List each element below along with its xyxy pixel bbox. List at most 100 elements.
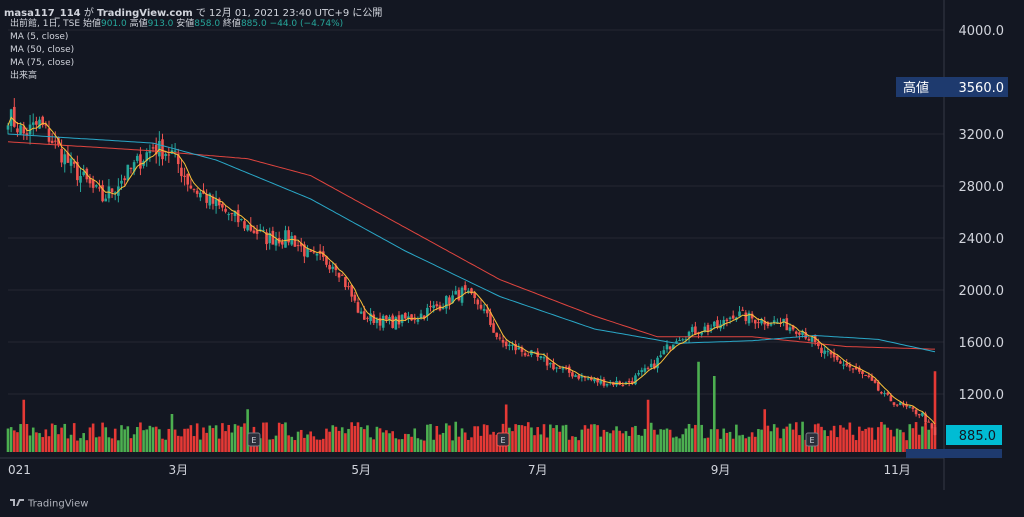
volume-bar [328,431,331,452]
candle-body [902,403,905,406]
earnings-marker[interactable]: E [247,432,261,447]
indicator-ma50[interactable]: MA (50, close) [10,45,75,55]
symbol-name[interactable]: 出前館, 1日, TSE [10,19,81,29]
candle-body [845,363,849,366]
volume-bar [41,437,44,452]
candle-body [66,152,70,163]
volume-bar [577,440,581,452]
volume-bar [643,428,647,452]
candle-body [19,125,22,134]
volume-bar [66,438,70,452]
volume-bar [703,438,707,452]
y-tick-label: 2800.0 [959,180,1005,195]
volume-bar [347,428,350,452]
candle-body [38,119,41,129]
candle-body [173,150,177,152]
volume-bar [753,436,757,452]
volume-bar [448,425,451,452]
candle-body [571,372,574,377]
volume-bar [53,424,57,452]
candle-body [28,124,32,135]
volume-bar [675,436,678,452]
volume-bar [303,437,306,452]
volume-bar [397,439,401,452]
ma5-line [7,116,936,425]
author-name[interactable]: masa117_114 [4,8,81,19]
volume-bar [183,428,186,452]
candle-body [381,315,385,328]
candle-body [224,208,227,212]
earnings-marker-label: E [251,436,256,445]
volume-bar [410,436,413,452]
volume-bar [744,438,748,452]
candle-body [835,355,839,360]
earnings-marker[interactable]: E [805,432,819,447]
candle-body [249,224,253,231]
volume-bar [835,437,839,452]
candle-body [605,383,609,386]
candle-body [631,381,634,384]
volume-bar [719,438,722,452]
volume-bar [848,422,852,452]
volume-bar [864,428,867,452]
high-price-label[interactable]: 高値 3560.0 [896,77,1008,97]
candle-body [899,402,902,405]
volume-bar [394,438,398,452]
candle-body [139,154,142,169]
volume-bar [129,438,133,452]
candle-body [933,427,937,435]
volume-bar [694,424,697,452]
candle-body [287,230,290,243]
candle-body [268,233,272,244]
volume-bar [403,433,407,452]
y-tick-label: 2000.0 [959,284,1005,299]
volume-bar [779,438,782,452]
volume-bar [731,438,735,452]
volume-bar [356,422,360,452]
volume-bar [590,424,593,452]
indicator-volume[interactable]: 出来高 [10,71,38,81]
earnings-marker[interactable]: E [496,432,510,447]
volume-bar [785,426,789,452]
volume-bar [385,430,388,452]
volume-bar [274,435,278,452]
volume-bar [671,437,675,452]
volume-bar [31,427,35,452]
volume-bar [277,422,281,452]
candle-body [712,321,716,327]
volume-bar [98,436,101,452]
candle-body [394,317,398,330]
volume-bar [892,436,896,452]
tradingview-footer[interactable]: TradingView [10,497,88,510]
open-value: 901.0 [100,19,127,29]
volume-bar [164,439,167,452]
candle-body [567,366,571,373]
candle-body [79,176,82,183]
candle-body [246,224,249,231]
volume-bar [927,429,930,452]
candle-body [25,133,29,136]
indicator-ma75[interactable]: MA (75, close) [10,58,75,68]
platform-name[interactable]: TradingView.com [97,8,193,19]
candle-body [362,311,366,320]
volume-bar [88,427,92,452]
volume-bar [94,437,98,452]
earnings-marker-label: E [809,436,814,445]
volume-bar [549,424,552,452]
volume-bar [738,435,741,452]
candle-body [725,319,729,322]
candle-body [340,274,344,276]
candle-body [451,295,454,304]
candle-body [410,314,413,321]
candle-body [151,147,155,149]
volume-bar [791,429,795,452]
candle-body [905,404,908,407]
volume-bar [624,431,628,452]
candle-body [492,323,495,333]
volume-bar [344,433,347,452]
volume-bar [362,429,366,452]
volume-bar [662,429,666,452]
volume-bar [747,436,751,452]
indicator-ma5[interactable]: MA (5, close) [10,32,69,42]
